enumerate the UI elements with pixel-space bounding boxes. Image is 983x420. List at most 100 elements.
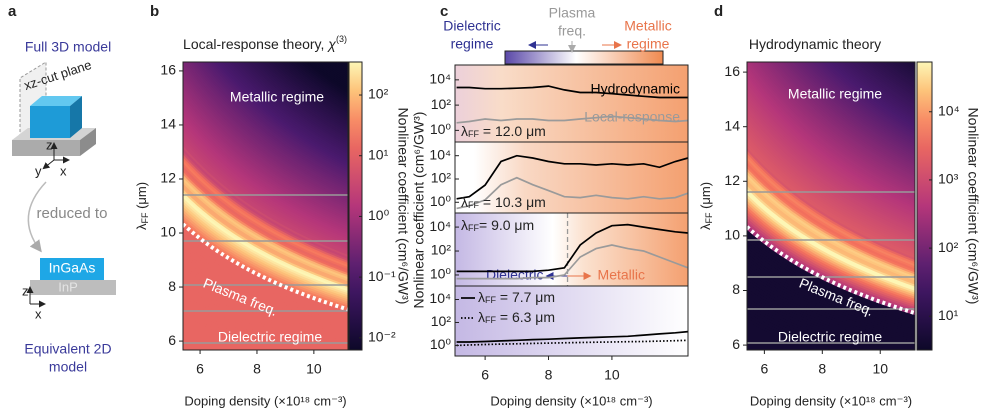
text: = 9.0 μm xyxy=(479,217,534,233)
series-line xyxy=(456,176,689,210)
text: = 7.7 μm xyxy=(496,289,555,305)
y-tick-label: 16 xyxy=(160,62,176,78)
axis-arrow xyxy=(42,159,55,170)
panel-label: d xyxy=(714,3,723,20)
symbol: λ xyxy=(461,123,468,139)
heatmap xyxy=(183,62,348,350)
y-tick-label: 10⁰ xyxy=(430,266,452,282)
subscript: FF xyxy=(468,223,479,233)
panel-label: b xyxy=(150,3,159,20)
text: = 6.3 μm xyxy=(496,309,555,325)
subplot-bg xyxy=(455,65,688,142)
regime-text: Dielectric xyxy=(443,18,501,34)
y-tick-label: 14 xyxy=(724,117,740,133)
colorbar-label: Nonlinear coefficient (cm⁶/GW³) xyxy=(395,108,411,305)
colorbar-tick-label: 10² xyxy=(368,86,389,102)
colorbar-tick-label: 10¹ xyxy=(938,307,959,323)
substrate-side xyxy=(80,128,96,156)
reduced-label: reduced to xyxy=(37,205,108,222)
axis-label: x xyxy=(35,306,42,321)
symbol: λ xyxy=(134,223,149,230)
regime-text: Metallic xyxy=(624,18,671,34)
x-tick-label: 6 xyxy=(481,367,489,383)
symbol: λ xyxy=(461,217,468,233)
y-tick-label: 16 xyxy=(724,63,740,79)
y-tick-label: 10⁴ xyxy=(429,146,451,162)
x-tick-label: 8 xyxy=(545,367,553,383)
title-sup: (3) xyxy=(336,34,347,44)
colorbar-tick-label: 10² xyxy=(938,239,959,255)
title: Local-response theory, xyxy=(183,36,328,52)
panel-label: c xyxy=(440,3,448,20)
subscript: FF xyxy=(140,212,150,223)
y-tick-label: 10² xyxy=(431,170,452,186)
subplot-label: λFF= 9.0 μm xyxy=(461,217,534,234)
reduce-arrow xyxy=(27,181,47,253)
title-symbol: χ xyxy=(326,36,336,52)
y-tick-label: 10⁰ xyxy=(430,193,452,209)
y-axis-label: Nonlinear coefficient (cm⁶/GW³) xyxy=(411,112,427,309)
annotation: Metallic regime xyxy=(230,89,324,105)
colorbar-tick-label: 10¹ xyxy=(368,146,389,162)
subscript: FF xyxy=(704,212,714,223)
x-tick-label: 6 xyxy=(760,361,768,377)
regime-text: Plasma xyxy=(549,5,596,21)
block-top xyxy=(30,96,82,106)
series-line xyxy=(456,339,689,347)
subscript: FF xyxy=(485,295,496,305)
symbol: λ xyxy=(698,223,713,230)
y-tick-label: 10⁰ xyxy=(430,336,452,352)
x-tick-label: 10 xyxy=(872,361,888,377)
y-tick-label: 6 xyxy=(168,332,176,348)
chart-title: Local-response theory, χ(3) xyxy=(183,34,347,51)
axis-label: z xyxy=(46,137,53,152)
frame xyxy=(182,61,349,351)
text: = 12.0 μm xyxy=(479,123,546,139)
bottom-title: model xyxy=(49,359,87,375)
x-tick-label: 10 xyxy=(306,361,322,377)
y-tick-label: 10⁴ xyxy=(429,71,451,87)
y-tick-label: 8 xyxy=(168,278,176,294)
annotation: Dielectric regime xyxy=(778,329,882,345)
title: Hydrodynamic theory xyxy=(749,36,881,52)
y-axis-label: λFF (μm) xyxy=(698,182,714,230)
x-axis-label: Doping density (×10¹⁸ cm⁻³) xyxy=(750,393,912,408)
subplot-bg xyxy=(455,142,688,213)
colorbar-tick-label: 10⁰ xyxy=(368,207,390,223)
annotation: Metallic xyxy=(598,267,645,283)
schematic: a Full 3D model xz-cut plane z y x reduc… xyxy=(8,3,116,375)
subscript: FF xyxy=(485,315,496,325)
annotation: Metallic regime xyxy=(788,86,882,102)
top-title: Full 3D model xyxy=(25,39,111,55)
regime-text: regime xyxy=(451,36,494,52)
colorbar-label: Nonlinear coefficient (cm⁶/GW³) xyxy=(965,108,981,305)
symbol: λ xyxy=(478,289,485,305)
substrate-front xyxy=(12,140,80,156)
subplot-bg xyxy=(455,286,688,356)
x-tick-label: 8 xyxy=(818,361,826,377)
y-tick-label: 10⁰ xyxy=(430,121,452,137)
annotation: Dielectric xyxy=(486,267,544,283)
series-line xyxy=(456,85,688,99)
subplot-label: λFF = 10.3 μm xyxy=(461,194,546,211)
x-axis-label: Doping density (×10¹⁸ cm⁻³) xyxy=(184,393,346,408)
legend-label: λFF = 7.7 μm xyxy=(478,289,555,306)
y-tick-label: 10² xyxy=(431,96,452,112)
subscript: FF xyxy=(468,200,479,210)
y-tick-label: 8 xyxy=(732,281,740,297)
symbol: λ xyxy=(461,194,468,210)
colorbar xyxy=(916,61,933,351)
x-tick-label: 10 xyxy=(604,367,620,383)
colorbar-tick-label: 10⁻¹ xyxy=(368,268,396,284)
symbol: λ xyxy=(478,309,485,325)
axis-label: y xyxy=(35,163,42,178)
y-tick-label: 10² xyxy=(431,313,452,329)
x-tick-label: 6 xyxy=(196,361,204,377)
y-tick-label: 10² xyxy=(431,242,452,258)
y-axis-label: λFF (μm) xyxy=(134,182,150,230)
plasma-curve xyxy=(183,222,348,312)
subscript: FF xyxy=(468,129,479,139)
layer-bottom-label: InP xyxy=(58,279,78,294)
colorbar-tick-label: 10³ xyxy=(938,171,959,187)
regime-text: regime xyxy=(627,36,670,52)
